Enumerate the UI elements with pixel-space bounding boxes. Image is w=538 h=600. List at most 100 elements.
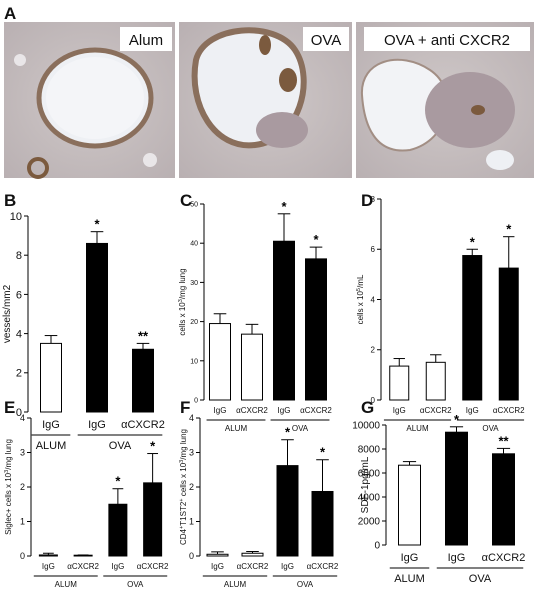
category-label-e-1: αCXCR2 (67, 562, 99, 571)
y-tick-label-b: 4 (16, 328, 22, 340)
y-tick-label-d: 4 (371, 295, 376, 304)
y-axis-label-d: cells x 105/mL (356, 274, 365, 324)
significance-mark-f-3: * (320, 445, 326, 460)
category-label-e-2: IgG (111, 562, 124, 571)
label-part: cells x 10 (178, 302, 187, 336)
histology-label-ova-anti-cxcr2: OVA + anti CXCR2 (384, 32, 510, 49)
y-tick-label-d: 2 (371, 346, 376, 355)
superscript: 5 (356, 288, 362, 291)
panel-letter-B: B (4, 191, 16, 210)
y-tick-label-e: 1 (20, 517, 25, 527)
y-tick-label-b: 10 (10, 211, 22, 223)
y-tick-label-c: 10 (190, 358, 198, 365)
category-label-g-2: αCXCR2 (482, 552, 526, 564)
y-tick-label-f: 3 (189, 448, 194, 458)
significance-mark-c-2: * (281, 199, 287, 214)
y-tick-label-d: 6 (371, 245, 376, 254)
group-label-d-1: OVA (482, 424, 499, 433)
category-label-f-2: IgG (281, 562, 294, 571)
bar-b-1 (86, 242, 108, 413)
group-label-g-0: ALUM (394, 573, 425, 585)
y-tick-label-g: 10000 (352, 421, 380, 432)
significance-mark-b-2: ** (138, 328, 149, 343)
chart-g: G0200040006000800010000SDF-1pg/mLIgG*IgG… (352, 398, 525, 585)
label-part: cells x 10 (356, 291, 365, 325)
category-label-d-0: IgG (393, 406, 406, 415)
bar-b-2 (132, 348, 154, 413)
y-axis-label-b: vessels/mm2 (2, 284, 13, 343)
category-label-d-2: IgG (466, 406, 479, 415)
category-label-d-3: αCXCR2 (493, 406, 525, 415)
bar-c-2 (273, 240, 295, 401)
bar-c-1 (241, 333, 263, 401)
group-label-e-0: ALUM (55, 580, 78, 589)
category-label-c-3: αCXCR2 (300, 406, 332, 415)
category-label-d-1: αCXCR2 (420, 406, 452, 415)
group-label-g-1: OVA (469, 573, 492, 585)
superscript: + (179, 498, 185, 501)
category-label-b-2: αCXCR2 (121, 419, 165, 431)
significance-mark-f-2: * (285, 425, 291, 440)
superscript: + (179, 526, 185, 529)
label-part: /mL (356, 274, 365, 288)
y-tick-label-b: 2 (16, 368, 22, 380)
category-label-c-1: αCXCR2 (236, 406, 268, 415)
y-tick-label-g: 6000 (358, 469, 381, 480)
y-tick-label-e: 2 (20, 482, 25, 492)
y-tick-label-f: 0 (189, 551, 194, 561)
histology-label-alum: Alum (129, 32, 163, 49)
chart-c: C 0 10 20 30 40 50 cells x 103/mg lung IgG αCXCR2… (178, 191, 332, 433)
significance-mark-e-3: * (150, 439, 156, 454)
panel-letter-E: E (4, 398, 15, 417)
y-tick-label-e: 4 (20, 413, 25, 423)
y-tick-label-e: 0 (20, 551, 25, 561)
significance-mark-b-1: * (94, 217, 100, 232)
chart-b: B 0 2 4 6 8 10 vessels/mm2 IgG * IgG ** αCXCR2 ALUM OV… (2, 191, 165, 452)
histology-image-ova: OVA (179, 22, 352, 178)
significance-mark-c-3: * (313, 232, 319, 247)
category-label-c-2: IgG (278, 406, 291, 415)
histology-label-ova: OVA (311, 32, 342, 49)
significance-mark-g-2: ** (498, 433, 509, 448)
y-tick-label-c: 20 (190, 319, 198, 326)
superscript: 3 (179, 460, 185, 463)
panel-letter-F: F (180, 398, 190, 417)
panel-letter-G: G (361, 398, 374, 417)
bar-c-0 (209, 323, 231, 401)
group-label-c-1: OVA (292, 424, 309, 433)
histology-image-ova-anti-cxcr2: OVA + anti CXCR2 (356, 22, 534, 178)
significance-mark-g-1: * (454, 412, 460, 427)
label-part: /mg lung (178, 268, 187, 299)
label-part: /mg lung (179, 429, 188, 460)
y-tick-label-c: 50 (190, 201, 198, 208)
bar-e-2 (108, 503, 128, 557)
y-axis-label-g: SDF-1pg/mL (360, 456, 371, 513)
bar-f-1 (241, 552, 264, 557)
bar-d-2 (462, 255, 483, 401)
category-label-f-1: αCXCR2 (237, 562, 269, 571)
bar-e-0 (38, 554, 58, 557)
y-tick-label-c: 40 (190, 241, 198, 248)
bar-b-0 (40, 342, 62, 413)
group-label-c-0: ALUM (225, 424, 248, 433)
label-part: T1ST2 (179, 501, 188, 526)
panel-letter-C: C (180, 191, 192, 210)
group-label-b-1: OVA (109, 440, 132, 452)
label-part: cells x 10 (179, 462, 188, 498)
bar-g-2 (492, 453, 515, 546)
category-label-e-3: αCXCR2 (137, 562, 169, 571)
bar-d-0 (389, 365, 410, 401)
category-label-f-3: αCXCR2 (307, 562, 339, 571)
y-tick-label-g: 4000 (358, 493, 381, 504)
y-axis-label-f: CD4+T1ST2+ cells x 103/mg lung (179, 429, 188, 545)
group-label-f-1: OVA (297, 580, 314, 589)
category-label-b-1: IgG (88, 419, 106, 431)
y-tick-label-d: 8 (371, 195, 376, 204)
y-tick-label-b: 8 (16, 250, 22, 262)
significance-mark-e-2: * (115, 474, 121, 489)
y-tick-label-f: 2 (189, 482, 194, 492)
